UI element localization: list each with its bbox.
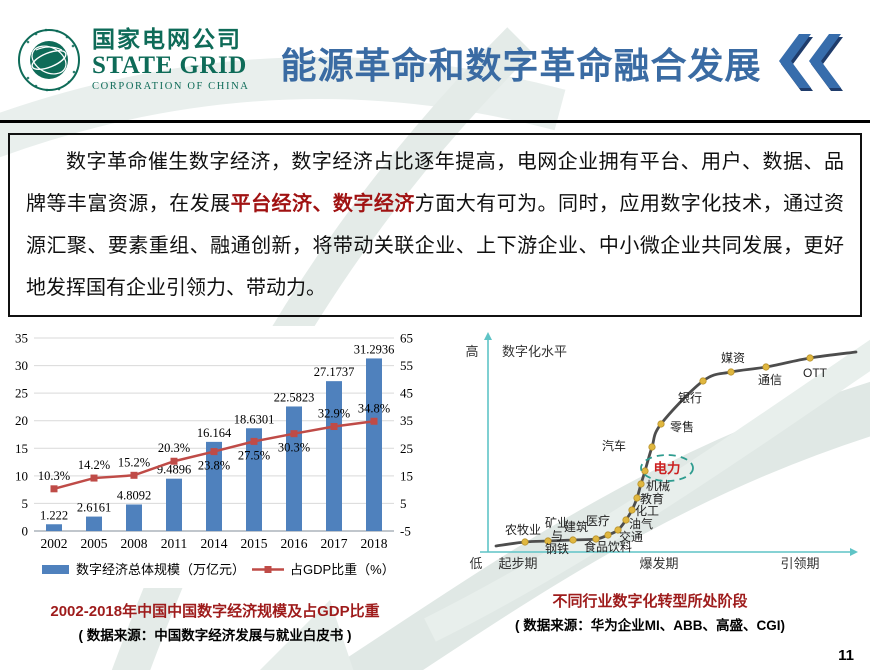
svg-text:机械: 机械: [646, 478, 670, 493]
svg-text:31.2936: 31.2936: [354, 342, 395, 356]
left-chart-source: ( 数据来源：中国数字经济发展与就业白皮书 ): [78, 628, 352, 643]
right-chart-title: 不同行业数字化转型所处阶段: [552, 593, 748, 610]
intro-text-box: 数字革命催生数字经济，数字经济占比逐年提高，电网企业拥有平台、用户、数据、品牌等…: [8, 133, 862, 317]
page-number: 11: [838, 647, 854, 664]
svg-text:14.2%: 14.2%: [78, 458, 110, 472]
logo-company-subtitle: CORPORATION OF CHINA: [92, 81, 250, 93]
page-title: 能源革命和数字革命融合发展: [280, 45, 762, 86]
svg-text:10: 10: [15, 468, 28, 483]
digital-economy-bar-chart: 0 -5 5 5 10 15 15 25 20 35 25 45 30 55 35 65 1.222 2002 2.…: [0, 326, 430, 644]
svg-text:高: 高: [465, 344, 478, 359]
svg-text:占GDP比重（%）: 占GDP比重（%）: [290, 562, 395, 577]
svg-text:引领期: 引领期: [780, 556, 819, 571]
svg-text:食品饮料: 食品饮料: [584, 539, 632, 554]
svg-text:15: 15: [400, 468, 413, 483]
svg-text:电力: 电力: [654, 460, 681, 476]
svg-text:教育: 教育: [640, 491, 664, 506]
svg-text:32.9%: 32.9%: [318, 407, 350, 421]
svg-text:2017: 2017: [321, 536, 348, 551]
svg-text:65: 65: [400, 331, 413, 346]
svg-text:20: 20: [15, 413, 28, 428]
svg-text:45: 45: [400, 386, 413, 401]
svg-text:化工: 化工: [635, 504, 659, 518]
svg-text:15: 15: [15, 441, 28, 456]
svg-text:55: 55: [400, 358, 413, 373]
svg-text:2002: 2002: [41, 536, 68, 551]
svg-text:医疗: 医疗: [586, 514, 610, 528]
logo-company-name-cn: 国家电网公司: [92, 26, 242, 53]
svg-text:25: 25: [15, 386, 28, 401]
svg-text:2005: 2005: [81, 536, 108, 551]
svg-text:30.3%: 30.3%: [278, 441, 310, 455]
svg-text:1.222: 1.222: [40, 508, 68, 522]
svg-text:22.5823: 22.5823: [274, 390, 315, 404]
svg-text:4.8092: 4.8092: [117, 488, 151, 502]
svg-text:23.8%: 23.8%: [198, 459, 230, 473]
svg-text:2018: 2018: [361, 536, 388, 551]
charts-row: 0 -5 5 5 10 15 15 25 20 35 25 45 30 55 35 65 1.222 2002 2.…: [0, 326, 870, 644]
svg-text:5: 5: [400, 496, 407, 511]
svg-text:矿业: 矿业: [545, 516, 569, 530]
intro-text-highlight: 平台经济、数字经济: [230, 193, 415, 215]
svg-text:25: 25: [400, 441, 413, 456]
right-chart-source: ( 数据来源：华为企业MI、ABB、高盛、CGI): [515, 618, 785, 633]
svg-text:-5: -5: [400, 524, 411, 539]
header: 国家电网公司 STATE GRID CORPORATION OF CHINA 能…: [0, 0, 870, 120]
left-chart-title: 2002-2018年中国中国数字经济规模及占GDP比重: [50, 603, 380, 620]
svg-text:农牧业: 农牧业: [505, 523, 541, 537]
svg-text:零售: 零售: [670, 419, 694, 434]
logo-company-name-en: STATE GRID: [92, 52, 247, 80]
svg-text:媒资: 媒资: [721, 351, 745, 365]
svg-text:与: 与: [551, 529, 563, 543]
svg-text:通信: 通信: [758, 373, 782, 387]
svg-text:27.1737: 27.1737: [314, 365, 355, 379]
svg-text:27.5%: 27.5%: [238, 448, 270, 462]
svg-text:34.8%: 34.8%: [358, 401, 390, 415]
svg-text:5: 5: [22, 496, 29, 511]
industry-scurve-chart: 高 数字化水平低 起步期 爆发期 引领期 农牧业 矿业与钢铁 建筑食品饮料 医疗 交通 油气 化工 教育…: [430, 326, 870, 644]
svg-text:数字化水平: 数字化水平: [502, 344, 567, 359]
svg-text:油气: 油气: [629, 516, 653, 531]
svg-text:2014: 2014: [201, 536, 228, 551]
svg-text:起步期: 起步期: [498, 556, 537, 571]
svg-text:OTT: OTT: [803, 366, 828, 380]
svg-text:35: 35: [400, 413, 413, 428]
svg-text:2016: 2016: [281, 536, 308, 551]
svg-text:35: 35: [15, 331, 28, 346]
svg-text:0: 0: [22, 524, 29, 539]
svg-text:18.6301: 18.6301: [234, 412, 275, 426]
intro-text-post: 方面大有可为。同时，应用数字化技术，通过资源汇聚、要素重组、融通创新，将带动关联…: [26, 193, 845, 299]
svg-text:建筑: 建筑: [564, 519, 588, 534]
state-grid-logo: 国家电网公司 STATE GRID CORPORATION OF CHINA: [16, 20, 254, 100]
svg-text:2015: 2015: [241, 536, 268, 551]
svg-text:2011: 2011: [161, 536, 188, 551]
intro-text-pre: 数字革命催生数字经济，数字经济占比逐年提高，电网企业拥有平台、用户、数据、品牌等…: [26, 151, 844, 215]
svg-text:2008: 2008: [121, 536, 148, 551]
intro-paragraph: 数字革命催生数字经济，数字经济占比逐年提高，电网企业拥有平台、用户、数据、品牌等…: [26, 141, 844, 309]
svg-text:低: 低: [469, 556, 482, 571]
svg-text:30: 30: [15, 358, 28, 373]
svg-text:9.4896: 9.4896: [157, 463, 191, 477]
svg-text:钢铁: 钢铁: [545, 542, 569, 556]
svg-text:15.2%: 15.2%: [118, 455, 150, 469]
header-divider: [0, 120, 870, 123]
svg-text:10.3%: 10.3%: [38, 469, 70, 483]
svg-text:16.164: 16.164: [197, 426, 232, 440]
svg-text:交通: 交通: [619, 529, 643, 544]
svg-text:爆发期: 爆发期: [639, 556, 678, 571]
svg-text:汽车: 汽车: [602, 438, 626, 453]
double-chevron-icon: [778, 34, 843, 91]
svg-text:2.6161: 2.6161: [77, 501, 111, 515]
state-grid-globe-icon: [18, 28, 80, 92]
svg-text:20.3%: 20.3%: [158, 441, 190, 455]
svg-text:银行: 银行: [678, 391, 702, 405]
svg-text:数字经济总体规模（万亿元）: 数字经济总体规模（万亿元）: [76, 562, 245, 577]
